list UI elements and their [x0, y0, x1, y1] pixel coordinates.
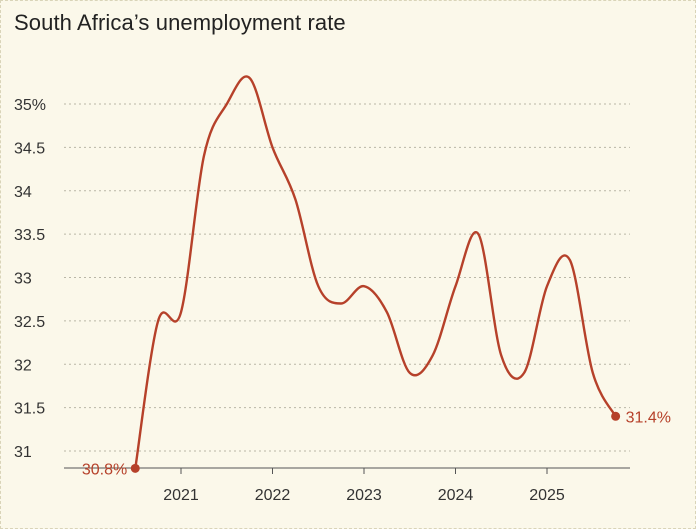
gridlines: [64, 103, 630, 452]
y-tick-label: 31: [14, 444, 32, 461]
y-tick-label: 32: [14, 357, 32, 374]
unemployment-rate-line: [134, 75, 617, 470]
start-value-label: 30.8%: [82, 461, 127, 478]
y-tick-label: 33: [14, 271, 32, 288]
annotations: 30.8% 31.4%: [82, 409, 671, 478]
y-tick-label: 34: [14, 184, 32, 201]
series-layer: [134, 75, 617, 470]
chart-title: South Africa’s unemployment rate: [14, 10, 346, 35]
y-tick-label: 33.5: [14, 227, 45, 244]
x-tick-label: 2023: [346, 487, 382, 504]
y-tick-label: 32.5: [14, 314, 45, 331]
x-tick-label: 2025: [529, 487, 565, 504]
y-tick-label: 34.5: [14, 140, 45, 157]
y-tick-labels: 31 31.5 32 32.5 33 33.5 34 34.5 35%: [14, 97, 46, 461]
end-point: [611, 411, 621, 421]
x-tick-label: 2021: [163, 487, 199, 504]
x-tick-label: 2024: [438, 487, 474, 504]
end-value-label: 31.4%: [626, 409, 671, 426]
start-point: [130, 463, 140, 473]
y-tick-label: 35%: [14, 97, 46, 114]
y-tick-label: 31.5: [14, 401, 45, 418]
x-tick-label: 2022: [255, 487, 291, 504]
x-axis: [64, 467, 630, 474]
x-tick-labels: 2021 2022 2023 2024 2025: [163, 487, 565, 504]
